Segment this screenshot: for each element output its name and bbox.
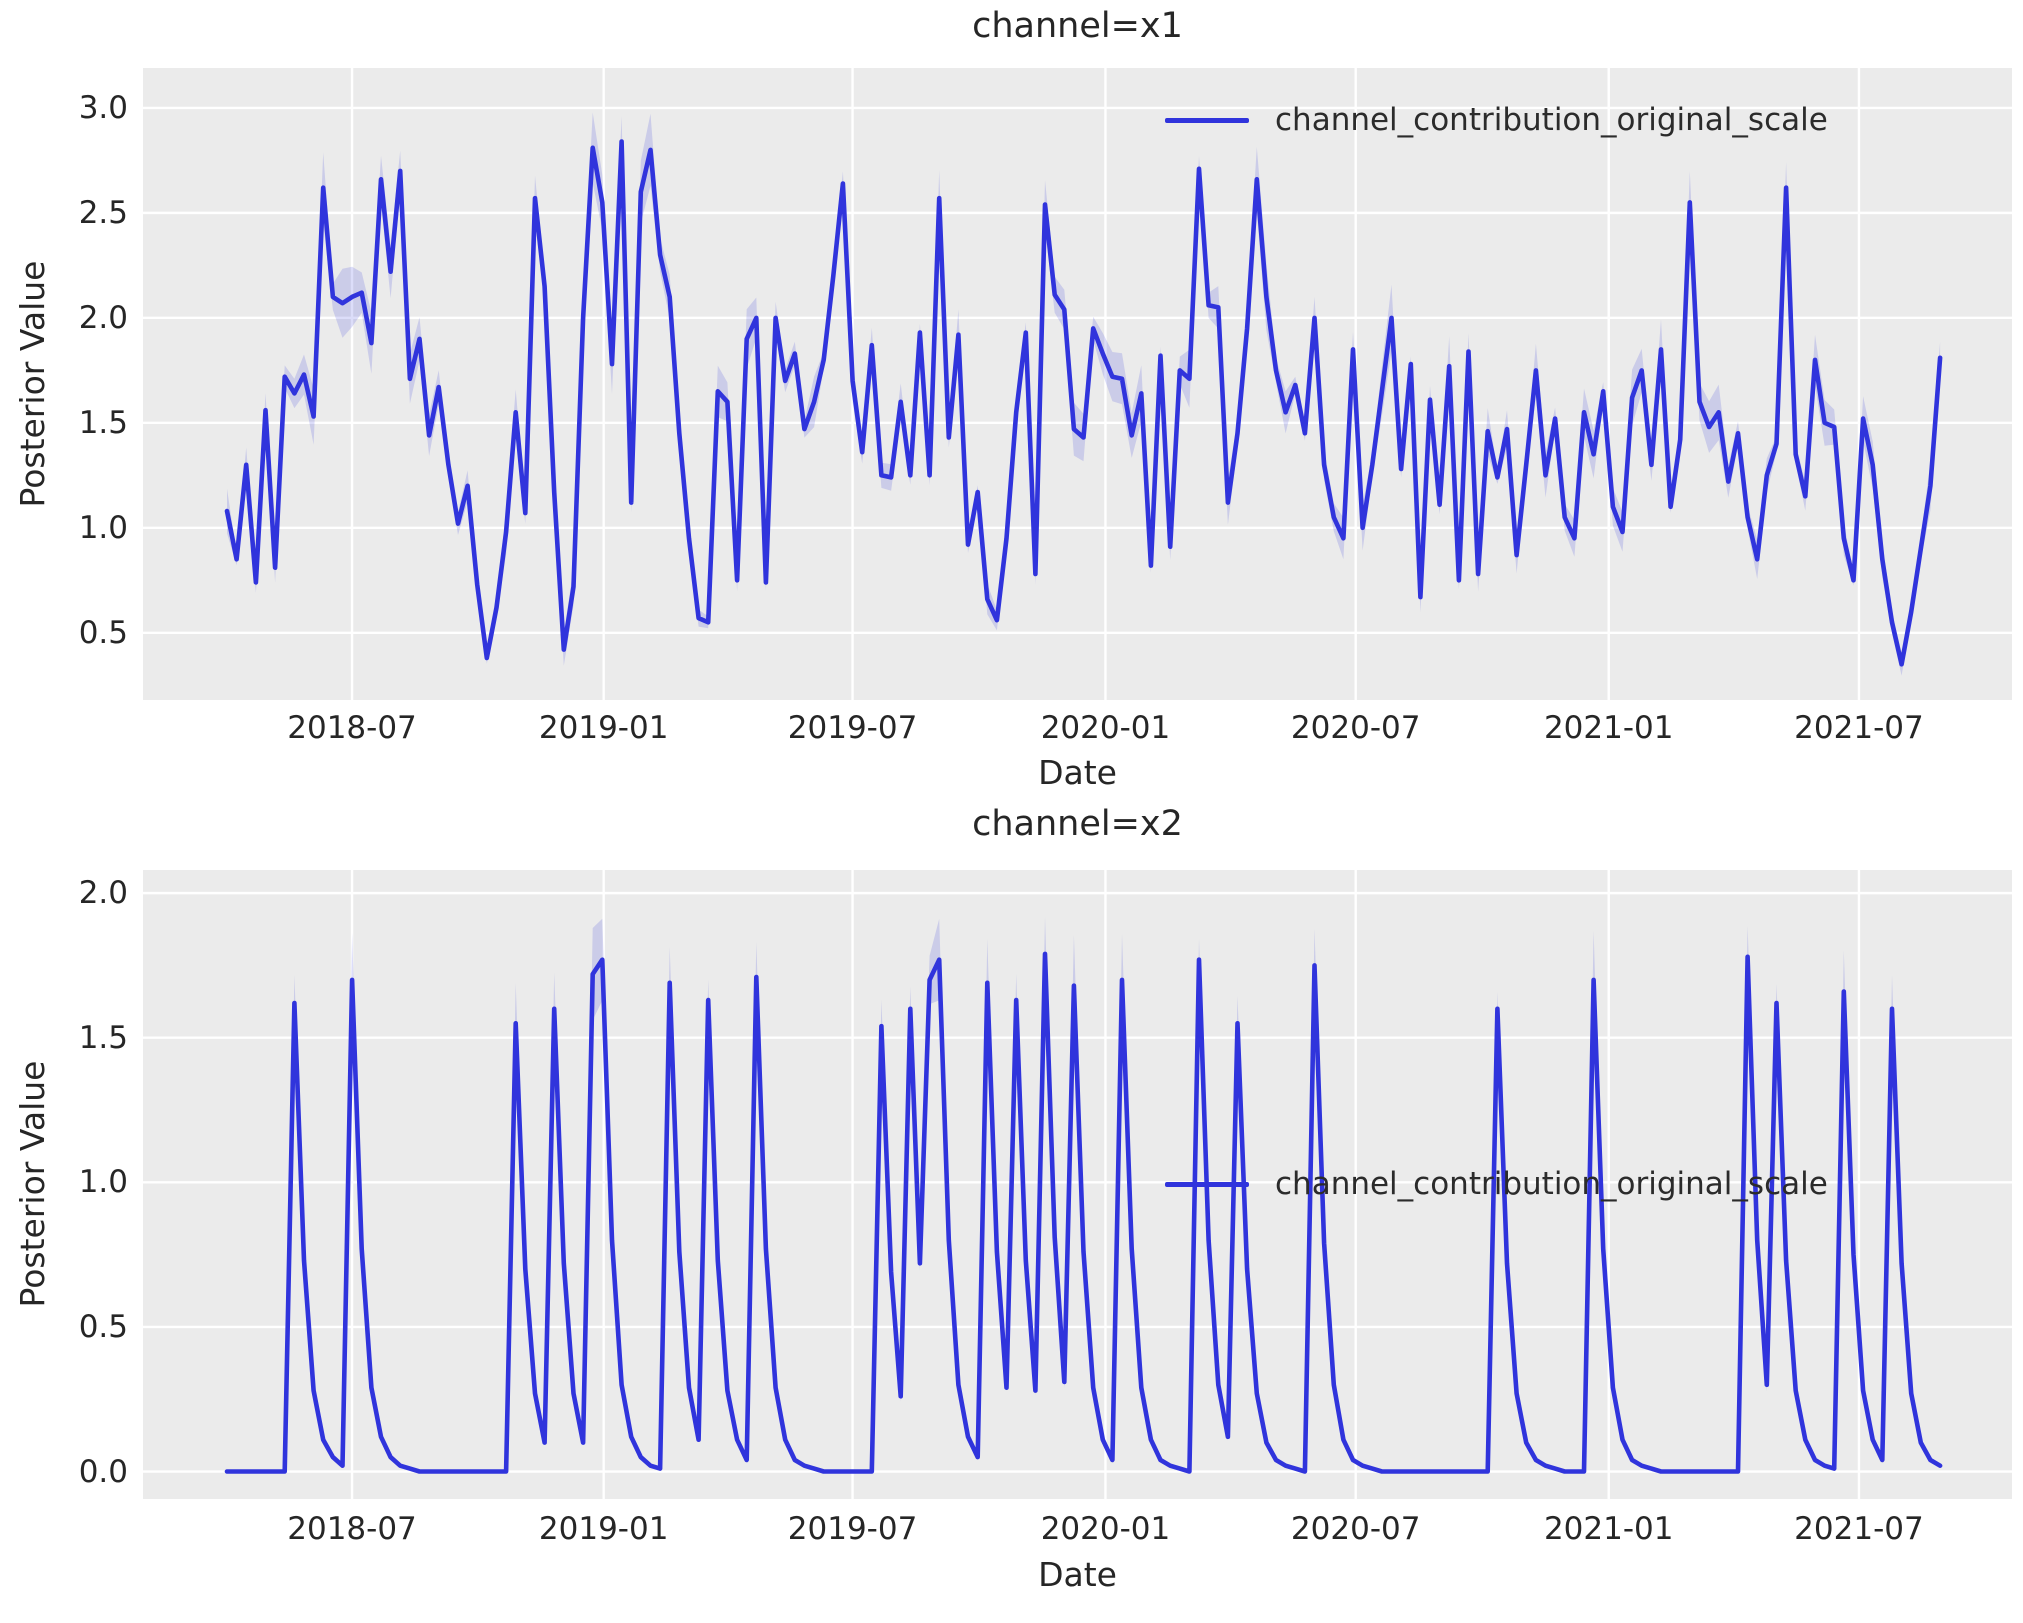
y-tick-label: 2.0 [78,875,128,912]
posterior-mean-line [224,139,1943,667]
axes-background [143,870,2012,1499]
x-tick-label: 2021-01 [1543,1511,1674,1547]
chart-title-x1: channel=x1 [972,6,1183,46]
axes-canvas [143,870,2012,1499]
x-tick-label: 2020-01 [1040,710,1171,746]
legend-label-x2: channel_contribution_original_scale [1275,1166,1828,1202]
y-tick-label: 1.0 [78,509,128,546]
y-tick-label: 0.5 [78,614,128,651]
x-tick-label: 2018-07 [287,710,417,746]
chart-title-x2: channel=x2 [972,804,1183,844]
legend-x2: channel_contribution_original_scale [1165,1162,1828,1206]
axes-canvas [143,68,2012,700]
x-tick-label: 2021-01 [1543,710,1674,746]
x-tick-label: 2019-07 [787,710,918,746]
x-tick-label: 2019-01 [538,710,669,746]
legend-label-x1: channel_contribution_original_scale [1275,102,1828,138]
y-tick-label: 1.5 [78,1019,128,1056]
y-tick-label: 0.5 [78,1308,128,1345]
x-tick-label: 2020-01 [1040,1511,1171,1547]
x-tick-label: 2021-07 [1794,710,1924,746]
x-tick-label: 2018-07 [287,1511,417,1547]
y-tick-label: 1.5 [78,404,128,441]
x-tick-label: 2019-07 [787,1511,918,1547]
legend-line-sample-icon [1165,1181,1249,1187]
x-tick-label: 2020-07 [1290,1511,1421,1547]
x-axis-label-x2: Date [1038,1555,1117,1594]
y-tick-label: 3.0 [78,89,128,126]
plot-area-x1 [143,68,2012,700]
legend-line-sample-icon [1165,117,1249,123]
x-tick-label: 2021-07 [1794,1511,1924,1547]
x-tick-label: 2019-01 [538,1511,669,1547]
plot-area-x2 [143,870,2012,1499]
x-axis-label-x1: Date [1038,753,1117,792]
legend-x1: channel_contribution_original_scale [1165,98,1828,142]
x-tick-label: 2020-07 [1290,710,1421,746]
y-tick-label: 2.5 [78,194,128,231]
y-tick-label: 1.0 [78,1164,128,1201]
posterior-mean-line [224,951,1943,1474]
y-tick-label: 2.0 [78,299,128,336]
y-tick-label: 0.0 [78,1453,128,1490]
